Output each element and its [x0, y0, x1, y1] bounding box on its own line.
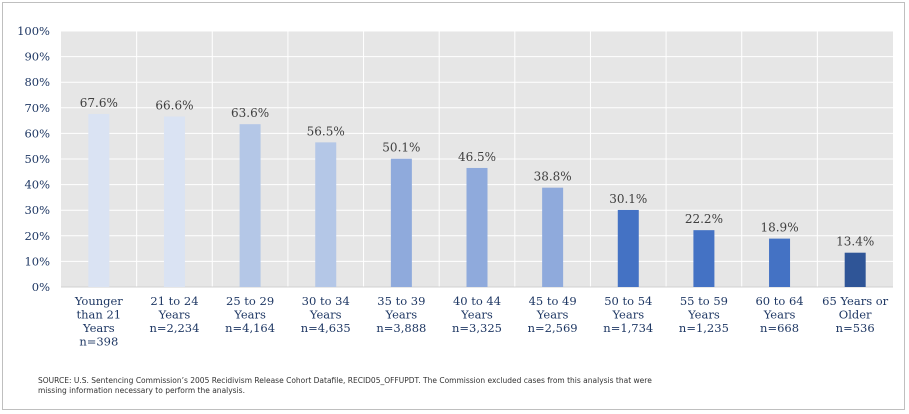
data-label: 63.6%	[231, 106, 269, 120]
data-label: 13.4%	[836, 235, 874, 249]
data-label: 56.5%	[307, 124, 345, 138]
x-tick-label: 50 to 54 Years n=1,734	[603, 294, 653, 335]
bar	[88, 113, 110, 287]
data-label: 50.1%	[382, 141, 420, 155]
bar	[315, 142, 337, 287]
y-tick-label: 100%	[17, 24, 50, 38]
x-tick-label: 40 to 44 Years n=3,325	[452, 294, 502, 335]
y-tick-label: 10%	[24, 254, 50, 268]
bar	[769, 238, 791, 287]
y-tick-label: 30%	[24, 203, 50, 217]
x-tick-label: 60 to 64 Years n=668	[755, 294, 803, 335]
data-label: 30.1%	[609, 192, 647, 206]
y-tick-label: 60%	[24, 126, 50, 140]
x-tick-label: 21 to 24 Years n=2,234	[149, 294, 199, 335]
bar	[239, 124, 261, 288]
y-tick-label: 90%	[24, 50, 50, 64]
x-tick-label: 30 to 34 Years n=4,635	[301, 294, 351, 335]
x-tick-label: Younger than 21 Years n=398	[74, 294, 123, 349]
y-tick-label: 20%	[24, 229, 50, 243]
data-label: 46.5%	[458, 150, 496, 164]
bar	[844, 252, 866, 287]
x-tick-label: 25 to 29 Years n=4,164	[225, 294, 275, 335]
source-line-2: missing information necessary to perform…	[38, 385, 245, 395]
x-tick-label: 55 to 59 Years n=1,235	[679, 294, 729, 335]
y-tick-label: 70%	[24, 101, 50, 115]
source-note: SOURCE: U.S. Sentencing Commission’s 200…	[38, 376, 858, 395]
bar	[390, 158, 412, 287]
bar	[693, 230, 715, 287]
source-line-1: SOURCE: U.S. Sentencing Commission’s 200…	[38, 376, 652, 385]
data-label: 18.9%	[760, 221, 798, 235]
bar	[617, 209, 639, 287]
y-tick-label: 0%	[32, 280, 50, 294]
x-tick-label: 35 to 39 Years n=3,888	[376, 294, 426, 335]
x-tick-label: 65 Years or Older n=536	[822, 294, 889, 335]
bar	[466, 167, 488, 287]
data-label: 66.6%	[155, 99, 193, 113]
bar	[542, 187, 564, 287]
bar	[163, 116, 185, 287]
data-label: 67.6%	[80, 96, 118, 110]
data-label: 22.2%	[685, 212, 723, 226]
y-tick-label: 50%	[24, 152, 50, 166]
data-label: 38.8%	[534, 170, 572, 184]
x-tick-label: 45 to 49 Years n=2,569	[528, 294, 578, 335]
y-tick-label: 40%	[24, 178, 50, 192]
y-tick-label: 80%	[24, 75, 50, 89]
